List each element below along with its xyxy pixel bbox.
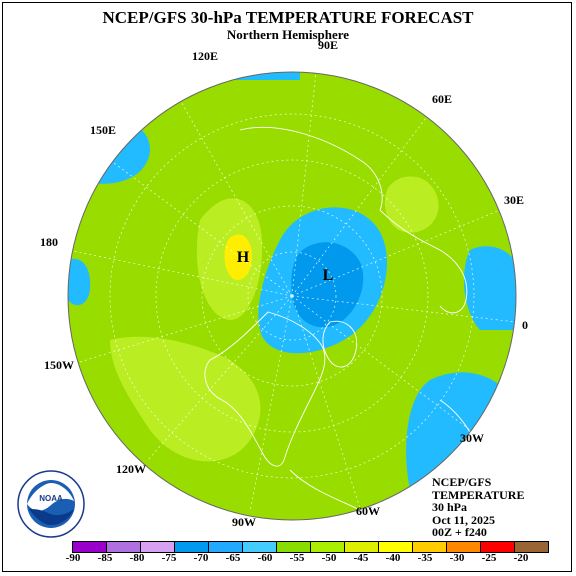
map-disc-border (67, 71, 517, 521)
cold-ring-left (68, 258, 91, 306)
cold-core (291, 242, 364, 328)
lon-label-90w: 90W (232, 515, 256, 529)
cold-ring-right (464, 246, 516, 330)
legend-tick-label: -85 (97, 552, 113, 564)
legend-tick-label: -30 (449, 552, 465, 564)
legend-tick-label: -35 (417, 552, 433, 564)
legend-tick-label: -25 (481, 552, 497, 564)
warm-east (384, 176, 439, 233)
lon-label-120e: 120E (192, 49, 219, 63)
lon-label-120w: 120W (116, 462, 146, 476)
warm-band (110, 336, 261, 462)
legend-tick-label: -90 (65, 552, 81, 564)
info-level: 30 hPa (432, 500, 468, 514)
coastline-greenland (322, 320, 358, 368)
map-frame (2, 2, 572, 572)
lon-label-30w: 30W (460, 431, 484, 445)
forecast-info: NCEP/GFS TEMPERATURE 30 hPa Oct 11, 2025… (432, 476, 524, 539)
low-pressure-marker: L (323, 267, 334, 284)
color-legend-ticks: -90 -85 -80 -75 -70 -65 -60 -55 -50 -45 -40 -35 -30 -… (60, 552, 529, 566)
lon-label-180: 180 (40, 235, 58, 249)
info-run: 00Z + f240 (432, 525, 487, 539)
legend-tick-label: -60 (257, 552, 273, 564)
high-pressure-marker: H (237, 249, 250, 266)
legend-tick-label: -75 (161, 552, 177, 564)
lon-label-60e: 60E (432, 92, 453, 106)
svg-text:NOAA: NOAA (39, 494, 63, 503)
info-variable: TEMPERATURE (432, 487, 525, 502)
lon-label-60w: 60W (356, 504, 380, 518)
lon-label-150w: 150W (44, 358, 74, 372)
color-legend-bar (72, 541, 549, 553)
coastline-asia (239, 126, 383, 211)
coastline-south-america (289, 469, 361, 511)
map-title: NCEP/GFS 30-hPa TEMPERATURE FORECAST (102, 8, 474, 27)
legend-cell (514, 541, 549, 553)
legend-tick-label: -20 (513, 552, 529, 564)
noaa-logo: NOAA (17, 470, 85, 538)
legend-tick-label: -65 (225, 552, 241, 564)
lon-label-30e: 30E (504, 193, 525, 207)
coastline-north-america (204, 311, 326, 467)
legend-tick-label: -45 (353, 552, 369, 564)
warm-core (224, 234, 252, 280)
legend-tick-label: -80 (129, 552, 145, 564)
lon-label-0: 0 (522, 318, 528, 332)
coastline-europe (379, 209, 468, 314)
lon-label-150e: 150E (90, 123, 117, 137)
legend-tick-label: -55 (289, 552, 305, 564)
info-date: Oct 11, 2025 (432, 512, 495, 527)
map-subtitle: Northern Hemisphere (226, 27, 350, 42)
legend-tick-label: -50 (321, 552, 337, 564)
info-model: NCEP/GFS (432, 475, 492, 489)
lon-label-90e: 90E (318, 38, 339, 52)
legend-tick-label: -40 (385, 552, 401, 564)
legend-tick-label: -70 (193, 552, 209, 564)
